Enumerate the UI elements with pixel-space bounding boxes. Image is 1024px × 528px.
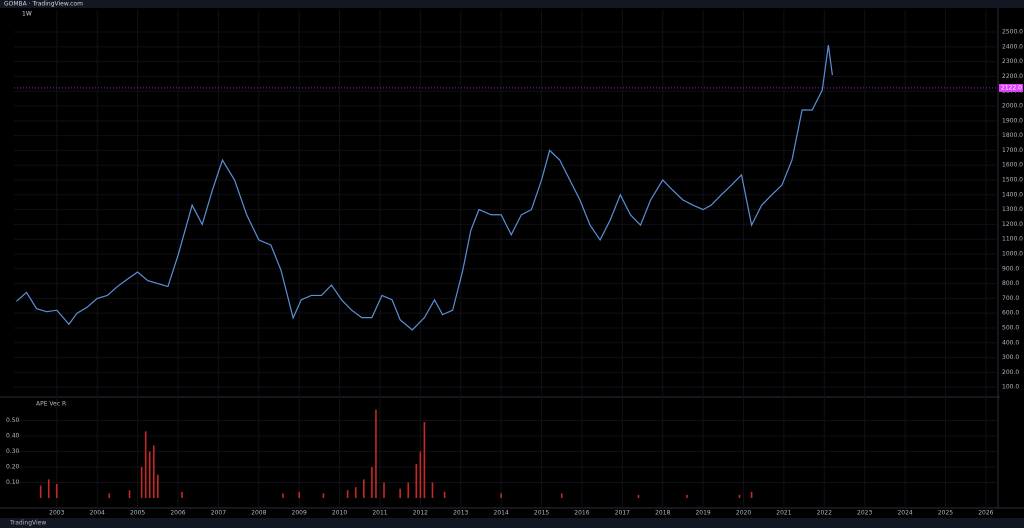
y-tick-label: 900.0: [1002, 265, 1019, 272]
last-price-box: [999, 83, 1023, 92]
y-tick-label: 0.40: [6, 433, 20, 440]
brand: TradingView: [9, 520, 46, 527]
y-tick-label: 700.0: [1002, 295, 1019, 302]
y-tick-label: 1500.0: [1002, 177, 1023, 184]
x-tick-label: 2023: [857, 510, 872, 517]
bar: [322, 493, 325, 498]
x-tick-label: 2010: [332, 510, 347, 517]
y-tick-label: 500.0: [1002, 324, 1019, 331]
y-tick-label: 1600.0: [1002, 162, 1023, 169]
y-tick-label: 1100.0: [1002, 236, 1023, 243]
x-tick-label: 2022: [817, 510, 832, 517]
bar: [686, 494, 688, 498]
x-tick-label: 2009: [292, 510, 307, 517]
bar: [500, 493, 502, 498]
y-tick-label: 2300.0: [1002, 58, 1023, 65]
bar: [423, 422, 426, 498]
y-tick-label: 2200.0: [1002, 73, 1023, 80]
y-tick-label: 1900.0: [1002, 117, 1023, 124]
bar: [750, 491, 753, 498]
bar: [181, 491, 183, 498]
y-tick-label: 2500.0: [1002, 29, 1023, 36]
x-tick-label: 2005: [130, 510, 145, 517]
bar: [371, 467, 373, 498]
y-tick-label: 2000.0: [1002, 103, 1023, 110]
bar: [415, 463, 418, 498]
y-tick-label: 1800.0: [1002, 132, 1023, 139]
bar: [354, 487, 357, 498]
x-tick-label: 2014: [494, 510, 509, 517]
bar: [375, 409, 377, 498]
top-bar: [0, 0, 1024, 8]
bar: [431, 482, 434, 498]
x-tick-label: 2020: [736, 510, 751, 517]
bar: [56, 484, 58, 498]
bar: [108, 493, 111, 498]
x-tick-label: 2006: [170, 510, 185, 517]
indicator-title: APE Vec R: [36, 401, 66, 408]
header-subtitle: 1W: [22, 11, 32, 18]
y-tick-label: 1300.0: [1002, 206, 1023, 213]
x-tick-label: 2018: [655, 510, 670, 517]
bar: [298, 491, 300, 498]
x-tick-label: 2017: [615, 510, 630, 517]
y-tick-label: 1200.0: [1002, 221, 1023, 228]
bar: [346, 490, 349, 498]
bar: [39, 485, 42, 498]
x-tick-label: 2007: [211, 510, 226, 517]
y-tick-label: 800.0: [1002, 280, 1019, 287]
bar: [738, 494, 741, 498]
x-tick-label: 2003: [49, 510, 64, 517]
x-tick-label: 2015: [534, 510, 549, 517]
bar: [383, 482, 385, 498]
x-tick-label: 2013: [453, 510, 468, 517]
y-tick-label: 1700.0: [1002, 147, 1023, 154]
x-tick-label: 2004: [90, 510, 105, 517]
x-tick-label: 2011: [372, 510, 387, 517]
x-tick-label: 2025: [938, 510, 953, 517]
y-tick-label: 100.0: [1002, 384, 1019, 391]
bar: [157, 474, 159, 498]
bar: [560, 493, 563, 498]
bar: [140, 467, 143, 498]
x-tick-label: 2016: [574, 510, 589, 517]
bar: [419, 451, 422, 498]
y-tick-label: 0.20: [6, 464, 20, 471]
bar: [152, 445, 155, 498]
y-tick-label: 300.0: [1002, 354, 1019, 361]
y-tick-label: 0.30: [6, 448, 20, 455]
y-tick-label: 400.0: [1002, 339, 1019, 346]
x-tick-label: 2008: [251, 510, 266, 517]
bar: [128, 490, 131, 498]
last-price-label: 2122.0: [1001, 84, 1022, 91]
x-tick-label: 2019: [695, 510, 710, 517]
bar: [637, 494, 640, 498]
bar: [148, 451, 151, 498]
bar: [407, 482, 410, 498]
bar: [282, 493, 284, 498]
x-tick-label: 2026: [978, 510, 993, 517]
x-tick-label: 2012: [413, 510, 428, 517]
y-tick-label: 1400.0: [1002, 191, 1023, 198]
x-tick-label: 2024: [897, 510, 912, 517]
header-title: GOMBA · TradingView.com: [4, 1, 83, 8]
y-tick-label: 0.10: [6, 479, 20, 486]
y-tick-label: 0.50: [6, 417, 20, 424]
y-tick-label: 1000.0: [1002, 250, 1023, 257]
x-tick-label: 2021: [776, 510, 791, 517]
bar: [144, 431, 147, 498]
bar: [443, 491, 446, 498]
bar: [47, 479, 50, 498]
y-tick-label: 2400.0: [1002, 43, 1023, 50]
bar: [363, 479, 365, 498]
bar: [399, 488, 401, 498]
y-tick-label: 600.0: [1002, 310, 1019, 317]
price-line: [16, 44, 833, 331]
y-tick-label: 200.0: [1002, 369, 1019, 376]
bottom-bar: [0, 518, 1024, 528]
